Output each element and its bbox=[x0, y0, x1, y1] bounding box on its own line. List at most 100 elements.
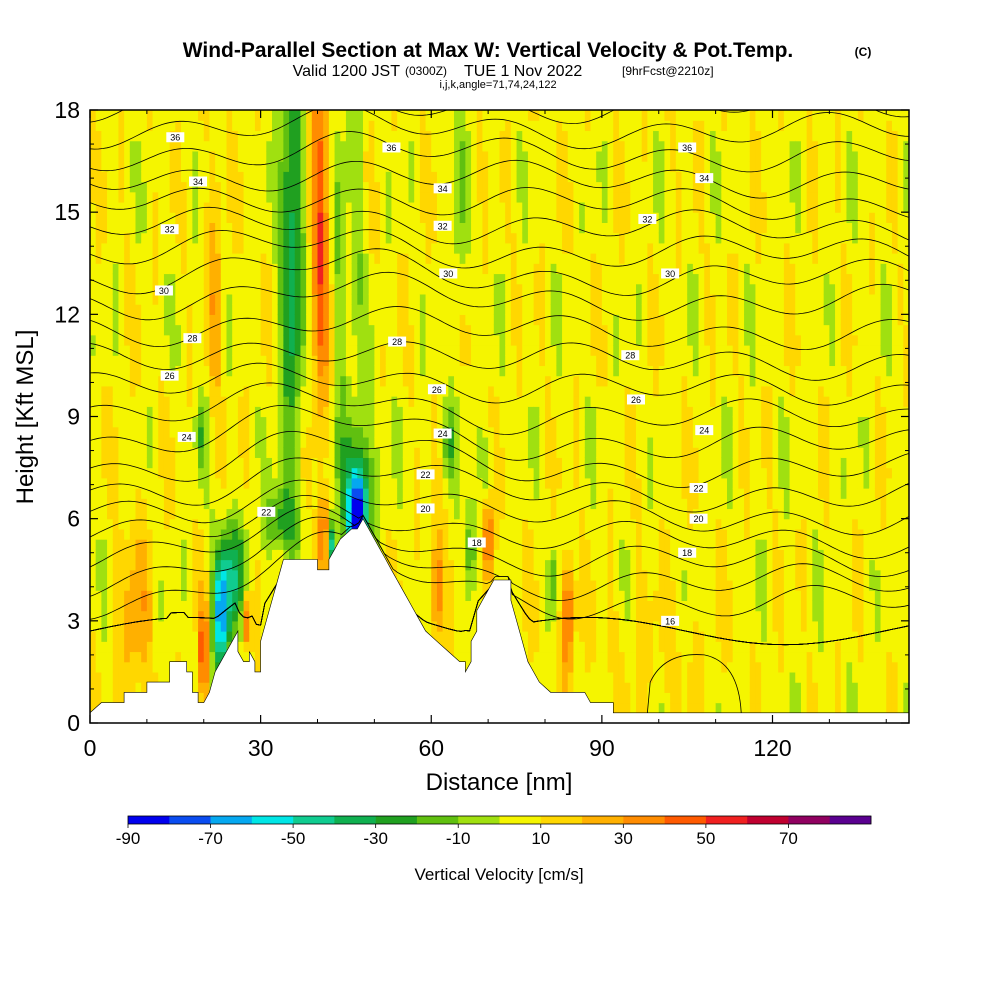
x-tick-label: 90 bbox=[589, 735, 615, 761]
contour-label-34-0: 34 bbox=[189, 176, 208, 187]
valid-time-utc: (0300Z) bbox=[405, 64, 447, 78]
contour-label-34-1: 34 bbox=[433, 183, 452, 194]
contour-label-26-0: 26 bbox=[160, 370, 179, 381]
contour-label-30-2: 30 bbox=[661, 268, 680, 279]
colorbar-swatch bbox=[499, 816, 542, 824]
theta-contour-27 bbox=[90, 341, 909, 381]
forecast-info: [9hrFcst@2210z] bbox=[622, 64, 714, 78]
contour-label-28-2: 28 bbox=[621, 350, 640, 361]
contour-label-34-2: 34 bbox=[695, 173, 714, 184]
colorbar-tick-label: 50 bbox=[696, 829, 715, 848]
colorbar-tick-label: 10 bbox=[531, 829, 550, 848]
colorbar-swatch bbox=[334, 816, 376, 824]
colorbar-swatch bbox=[458, 816, 500, 824]
grid-indices: i,j,k,angle=71,74,24,122 bbox=[439, 79, 556, 91]
y-tick-label: 9 bbox=[67, 404, 80, 430]
theta-contour-36 bbox=[90, 110, 909, 150]
colorbar-tick-label: 30 bbox=[614, 829, 633, 848]
valid-time-prefix: Valid 1200 JST bbox=[293, 63, 401, 80]
theta-contour-22 bbox=[90, 457, 909, 513]
theta-contour-35 bbox=[90, 131, 909, 173]
colorbar-tick-label: -30 bbox=[363, 829, 388, 848]
contour-label-28-1: 28 bbox=[388, 336, 407, 347]
contour-label-36-1: 36 bbox=[382, 142, 401, 153]
theta-contour-26 bbox=[90, 362, 909, 406]
theta-contour-25 bbox=[90, 382, 909, 435]
contour-labels: 16 18 18 20 20 22 22 22 24 24 24 26 26 26 28 28 28 30 30 30… bbox=[154, 132, 714, 626]
contour-label-28-0: 28 bbox=[183, 333, 202, 344]
colorbar-swatch bbox=[540, 816, 583, 824]
contour-label-32-0: 32 bbox=[160, 224, 179, 235]
contour-label-20-1: 20 bbox=[689, 513, 708, 524]
valid-date: TUE 1 Nov 2022 bbox=[464, 63, 582, 80]
x-tick-label: 0 bbox=[84, 735, 97, 761]
colorbar-swatch bbox=[416, 816, 459, 824]
colorbar-tick-label: -90 bbox=[116, 829, 141, 848]
colorbar-swatch bbox=[788, 816, 831, 824]
colorbar: -90 -70 -50 -30 -10 10 30 50 70 bbox=[116, 815, 872, 848]
terrain-mask bbox=[89, 518, 910, 724]
chart-title: Wind-Parallel Section at Max W: Vertical… bbox=[183, 39, 794, 62]
theta-contour-29 bbox=[90, 271, 909, 321]
x-tick-label: 30 bbox=[248, 735, 274, 761]
potential-temperature-contours bbox=[90, 110, 909, 713]
colorbar-swatch bbox=[623, 816, 665, 824]
y-tick-label: 18 bbox=[54, 97, 80, 123]
colorbar-swatch bbox=[829, 816, 872, 824]
contour-label-16-0: 16 bbox=[661, 615, 680, 626]
y-tick-label: 0 bbox=[67, 710, 80, 736]
colorbar-swatch bbox=[375, 816, 418, 824]
y-tick-label: 3 bbox=[67, 608, 80, 634]
contour-label-32-1: 32 bbox=[433, 220, 452, 231]
theta-contour-23 bbox=[90, 431, 909, 488]
contour-label-24-2: 24 bbox=[695, 425, 714, 436]
theta-contour-31 bbox=[90, 229, 909, 269]
theta-contour-30 bbox=[90, 248, 909, 296]
colorbar-swatch bbox=[747, 816, 789, 824]
contour-label-30-0: 30 bbox=[154, 285, 173, 296]
theta-contour-21 bbox=[90, 479, 909, 536]
contour-label-32-2: 32 bbox=[638, 213, 657, 224]
contour-label-20-0: 20 bbox=[416, 503, 435, 514]
contour-label-26-2: 26 bbox=[627, 394, 645, 405]
y-axis-label: Height [Kft MSL] bbox=[12, 330, 39, 505]
contour-label-24-1: 24 bbox=[433, 428, 452, 439]
colorbar-swatch bbox=[251, 816, 294, 824]
x-tick-label: 60 bbox=[418, 735, 444, 761]
contour-label-26-1: 26 bbox=[427, 384, 446, 395]
theta-contour-34 bbox=[90, 159, 909, 199]
contour-label-30-1: 30 bbox=[439, 268, 458, 279]
colorbar-tick-label: -50 bbox=[281, 829, 306, 848]
theta-contour-32 bbox=[90, 206, 909, 245]
theta-contour-28 bbox=[90, 306, 909, 351]
y-tick-label: 15 bbox=[54, 199, 80, 225]
theta-contour-33 bbox=[90, 187, 909, 220]
chart-title-suffix: (C) bbox=[855, 45, 872, 59]
theta-contour-19 bbox=[90, 505, 909, 577]
contour-label-18-0: 18 bbox=[467, 537, 486, 548]
contour-label-18-1: 18 bbox=[678, 547, 697, 558]
contour-label-36-2: 36 bbox=[678, 142, 697, 153]
colorbar-tick-label: -70 bbox=[198, 829, 223, 848]
colorbar-title: Vertical Velocity [cm/s] bbox=[414, 865, 583, 884]
contour-label-22-1: 22 bbox=[416, 469, 435, 480]
contour-label-36-0: 36 bbox=[166, 132, 185, 143]
colorbar-swatch bbox=[128, 816, 170, 824]
theta-contour-18 bbox=[90, 514, 909, 601]
colorbar-tick-label: 70 bbox=[779, 829, 798, 848]
x-axis-label: Distance [nm] bbox=[426, 769, 573, 796]
theta-contour-20 bbox=[90, 495, 909, 560]
colorbar-swatch bbox=[664, 816, 707, 824]
colorbar-swatch bbox=[169, 816, 211, 824]
contour-label-24-0: 24 bbox=[177, 431, 196, 442]
colorbar-tick-label: -10 bbox=[446, 829, 471, 848]
colorbar-swatch bbox=[210, 816, 253, 824]
colorbar-swatch bbox=[705, 816, 748, 824]
theta-contour-24 bbox=[90, 405, 909, 461]
contour-label-22-2: 22 bbox=[689, 483, 708, 494]
y-tick-label: 6 bbox=[67, 506, 80, 532]
y-tick-label: 12 bbox=[54, 301, 80, 327]
theta-contour-closed bbox=[646, 654, 742, 713]
